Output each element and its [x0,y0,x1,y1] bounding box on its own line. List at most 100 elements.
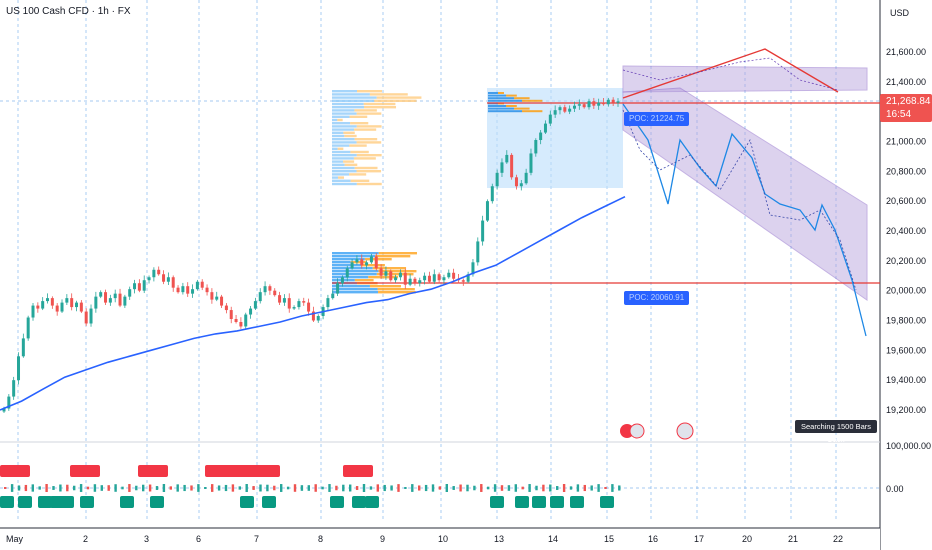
osc-bar [24,484,28,492]
candle-body [113,293,117,299]
y-tick-label: 21,400.00 [886,77,926,87]
osc-bar [183,484,186,492]
candle-body [505,154,509,163]
vp-bar [350,179,370,182]
signal-badge-up [330,496,344,508]
y-tick-label: 19,200.00 [886,405,926,415]
event-icon-us [629,423,645,439]
osc-bar [521,486,524,490]
osc-bar [169,486,172,490]
osc-bar [266,484,269,492]
vp-bar [363,102,396,106]
candle-body [244,314,248,327]
candle-body [495,172,499,187]
candle-body [31,305,35,318]
chart-title: US 100 Cash CFD · 1h · FX [6,6,131,17]
vp-bar [506,94,517,97]
vp-bar [488,105,506,107]
osc-bar [604,486,607,490]
y-tick-label: 20,000.00 [886,286,926,296]
osc-bar [597,484,600,492]
candle-body [258,292,262,302]
vp-bar [369,285,401,288]
candle-body [461,280,465,282]
signal-badge-up [80,496,94,508]
signal-badge-up [515,496,529,508]
vp-bar [332,258,365,261]
osc-bar [438,486,442,490]
time-axis[interactable]: May 2 3 6 7 8 9 10 13 14 15 16 17 20 21 22 [0,527,880,550]
signal-badge-up [38,496,52,508]
vp-bar [332,261,351,264]
vp-bar [522,110,543,113]
osc-bar [583,484,586,492]
candle-body [369,256,373,263]
event-icon-us [676,422,694,440]
candle-body [118,293,122,306]
candle-body [239,321,243,327]
vp-bar [332,115,350,118]
candle-body [70,298,74,308]
candle-body [524,172,528,184]
osc-bar [342,484,345,492]
candle-body [616,101,620,103]
vp-bar [344,163,358,166]
vp-bar [354,138,378,141]
vp-bar [332,118,338,122]
vp-bar [332,141,357,144]
vp-bar [349,144,367,147]
candle-body [403,272,407,285]
vp-bar [332,273,377,276]
y-tick-label: 21,600.00 [886,47,926,57]
osc-bar [404,486,407,490]
candle-body [553,110,557,115]
signal-badge-up [18,496,32,508]
vp-bar [337,147,344,150]
candle-body [79,302,83,312]
vp-bar [332,147,338,150]
candle-body [408,278,412,285]
candle-body [418,280,422,284]
candle-body [162,274,166,282]
vp-bar [332,288,378,291]
currency-label: USD [890,8,910,18]
candle-body [50,298,54,306]
vp-bar [350,150,369,154]
osc-bar [204,486,207,490]
vp-bar [372,267,407,270]
signal-badge-down [343,465,373,477]
signal-badge-up [550,496,564,508]
y-tick-label: 20,200.00 [886,256,926,266]
candle-body [205,287,209,293]
signal-badge-up [570,496,584,508]
candle-body [558,107,562,111]
candle-body [510,154,514,178]
price-axis[interactable]: USD21,600.0021,400.0021,200.0021,000.002… [881,0,932,550]
osc-bar [273,485,276,491]
candle-body [137,283,141,291]
candle-body [592,101,596,106]
osc-bar [107,485,110,491]
candle-body [166,277,170,282]
vp-bar [332,134,345,138]
osc-bar [314,484,317,492]
candle-body [224,305,228,311]
osc-bar [17,485,21,491]
vp-bar [353,157,376,160]
candle-body [186,286,190,294]
candle-body [379,268,383,276]
candle-body [108,298,112,303]
osc-bar [176,484,179,492]
vp-bar [332,109,355,112]
osc-bar [556,486,559,490]
vp-bar [376,273,414,276]
vp-bar [488,110,522,113]
candle-body [316,316,320,321]
vp-bar [369,93,408,96]
vp-bar [332,102,364,106]
vp-bar [332,270,379,273]
search-status-label: Searching 1500 Bars Back [795,420,877,444]
candle-body [442,277,446,281]
x-tick-label: May [6,534,24,544]
